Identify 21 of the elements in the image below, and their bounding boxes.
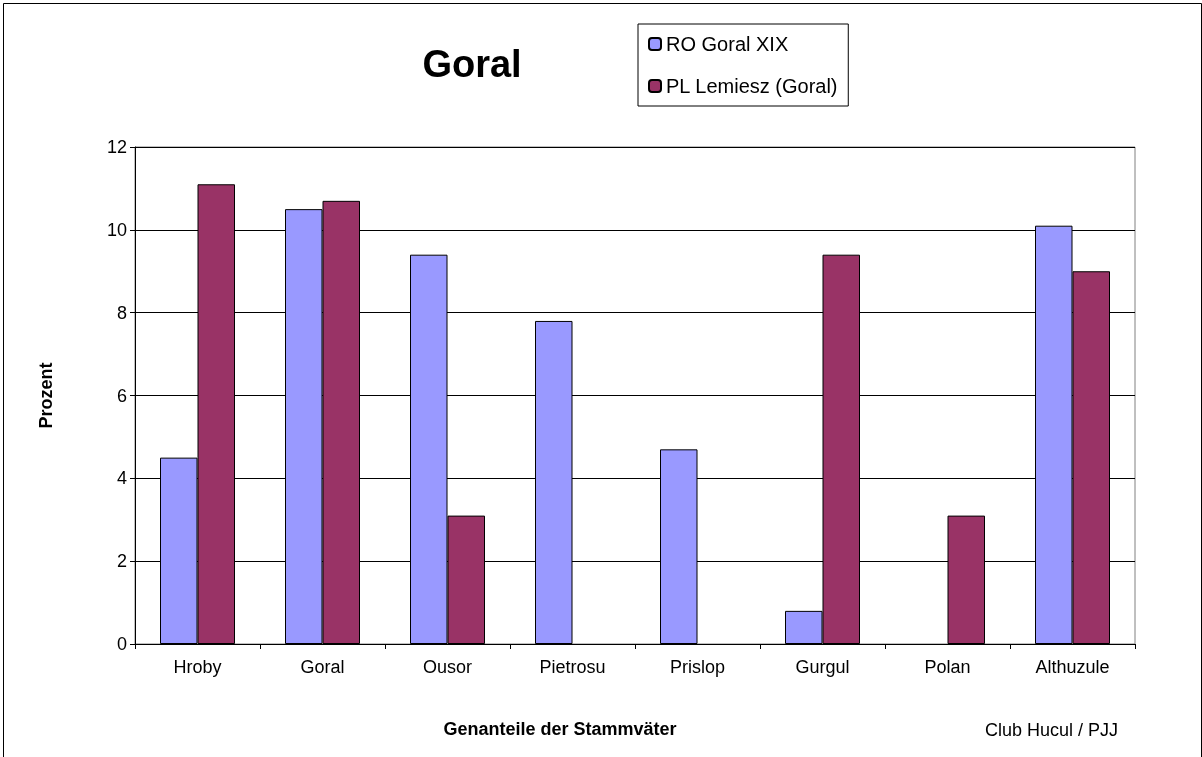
- y-tick-label: 12: [106, 137, 127, 157]
- y-tick-label: 6: [116, 385, 127, 406]
- x-tick-label: Polan: [924, 657, 971, 677]
- y-tick-label: 2: [116, 551, 127, 572]
- y-tick-label: 4: [116, 468, 127, 489]
- text: Club Hucul / PJJ: [984, 720, 1119, 740]
- x-tick-label: Prislop: [669, 657, 726, 677]
- y-tick-label: 0: [116, 634, 127, 654]
- y-tick-label: 10: [106, 219, 127, 240]
- legend-label: RO Goral XIX: [666, 33, 789, 55]
- legend-label: PL Lemiesz (Goral): [666, 75, 838, 97]
- y-tick-label: 8: [116, 302, 127, 323]
- x-tick-label: Pietrosu: [539, 657, 606, 677]
- y-axis-title: Prozent: [36, 362, 56, 429]
- x-tick-label: Althuzule: [1035, 657, 1110, 677]
- x-tick-label: Ousor: [422, 657, 473, 677]
- x-axis-title: Genanteile der Stammväter: [443, 719, 677, 739]
- x-tick-label: Goral: [300, 657, 345, 677]
- chart-title: Goral: [422, 43, 522, 85]
- x-tick-label: Hroby: [173, 657, 222, 677]
- x-tick-label: Gurgul: [795, 657, 850, 677]
